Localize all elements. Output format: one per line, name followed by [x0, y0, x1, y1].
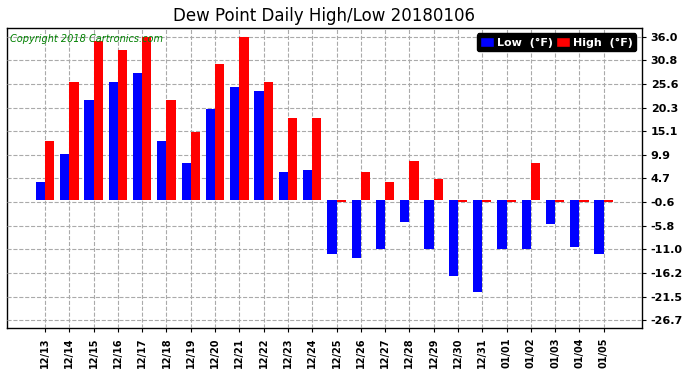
- Bar: [458, 200, 467, 202]
- Bar: [376, 200, 385, 249]
- Bar: [337, 200, 346, 202]
- Bar: [531, 164, 540, 200]
- Bar: [604, 200, 613, 202]
- Bar: [142, 37, 151, 200]
- Bar: [570, 200, 580, 247]
- Bar: [506, 200, 515, 202]
- Bar: [409, 161, 419, 200]
- Bar: [433, 179, 443, 200]
- Bar: [580, 200, 589, 202]
- Bar: [133, 73, 142, 200]
- Bar: [69, 82, 79, 200]
- Bar: [497, 200, 506, 249]
- Bar: [181, 164, 190, 200]
- Bar: [60, 154, 69, 200]
- Bar: [215, 64, 224, 200]
- Bar: [482, 200, 491, 202]
- Bar: [522, 200, 531, 249]
- Bar: [288, 118, 297, 200]
- Bar: [473, 200, 482, 292]
- Bar: [190, 132, 200, 200]
- Legend: Low  (°F), High  (°F): Low (°F), High (°F): [477, 33, 636, 51]
- Bar: [206, 109, 215, 200]
- Bar: [84, 100, 94, 200]
- Bar: [361, 172, 370, 200]
- Bar: [255, 91, 264, 200]
- Bar: [118, 51, 127, 200]
- Bar: [108, 82, 118, 200]
- Bar: [424, 200, 433, 249]
- Bar: [595, 200, 604, 254]
- Bar: [303, 170, 312, 200]
- Bar: [230, 87, 239, 200]
- Bar: [385, 182, 394, 200]
- Bar: [352, 200, 361, 258]
- Bar: [166, 100, 176, 200]
- Bar: [546, 200, 555, 225]
- Bar: [279, 172, 288, 200]
- Bar: [94, 42, 103, 200]
- Bar: [36, 182, 45, 200]
- Bar: [157, 141, 166, 200]
- Bar: [448, 200, 458, 276]
- Bar: [264, 82, 273, 200]
- Bar: [239, 37, 248, 200]
- Bar: [327, 200, 337, 254]
- Bar: [45, 141, 55, 200]
- Bar: [400, 200, 409, 222]
- Bar: [555, 200, 564, 202]
- Text: Copyright 2018 Cartronics.com: Copyright 2018 Cartronics.com: [10, 34, 163, 44]
- Title: Dew Point Daily High/Low 20180106: Dew Point Daily High/Low 20180106: [173, 7, 475, 25]
- Bar: [312, 118, 322, 200]
